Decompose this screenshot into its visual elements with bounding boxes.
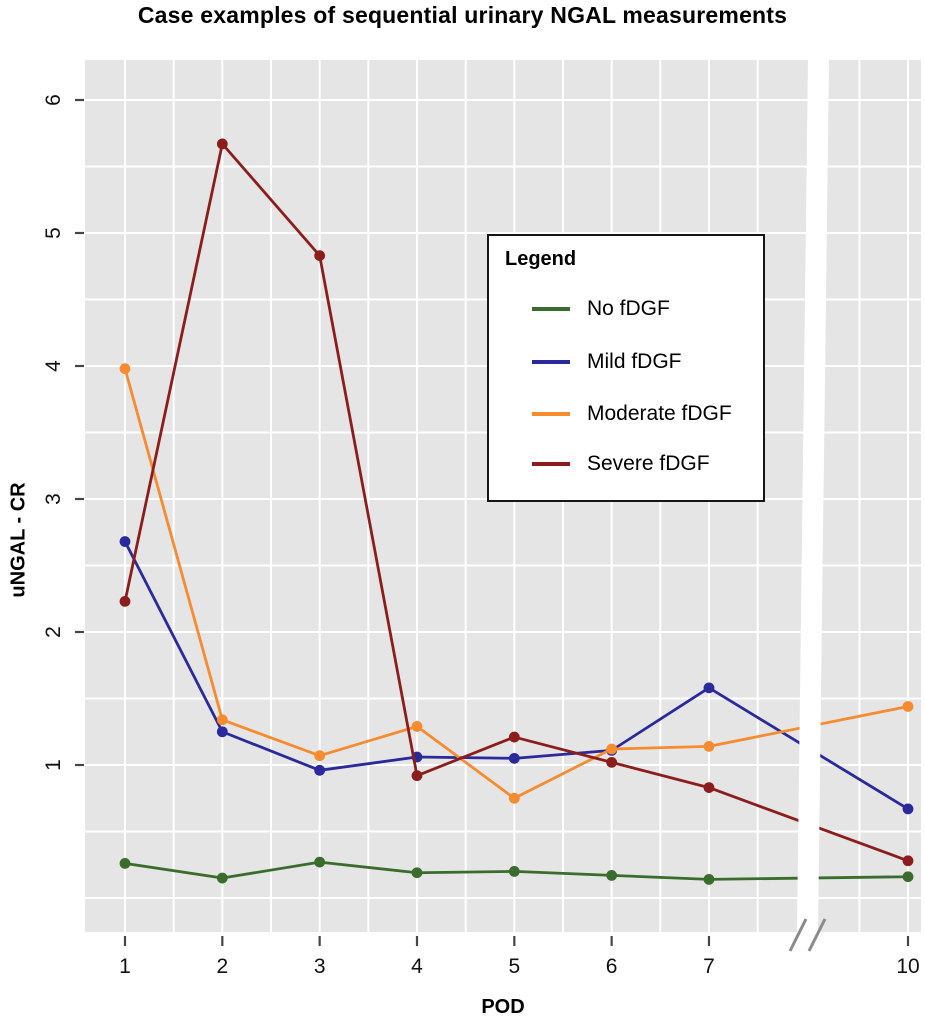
data-point	[119, 858, 131, 869]
data-point	[216, 872, 228, 884]
axis-break-band	[797, 60, 829, 932]
legend-item-moderate-fdgf: Moderate fDGF	[489, 402, 732, 426]
y-tick-label: 4	[42, 360, 65, 372]
data-point	[411, 721, 423, 732]
legend-item-mild-fdgf: Mild fDGF	[489, 350, 682, 374]
data-point	[216, 726, 228, 738]
data-point	[508, 866, 520, 877]
data-point	[411, 867, 423, 879]
data-point	[216, 714, 228, 726]
data-point	[902, 701, 914, 712]
data-point	[606, 869, 618, 881]
data-point	[703, 740, 715, 752]
legend-title: Legend	[505, 248, 577, 270]
data-point	[508, 731, 520, 743]
data-point	[508, 752, 520, 764]
legend-item-label: Mild fDGF	[587, 350, 682, 373]
x-tick-label: 2	[216, 955, 229, 978]
y-tick-label: 5	[42, 227, 65, 239]
y-tick-label: 1	[42, 759, 65, 771]
data-point	[902, 855, 914, 867]
x-tick-label: 4	[411, 955, 423, 978]
y-tick-label: 2	[42, 626, 65, 638]
data-point	[314, 750, 326, 762]
data-point	[411, 770, 423, 782]
y-axis-label: uNGAL - CR	[7, 482, 30, 598]
series-line-no-fdgf	[124, 860, 909, 881]
data-point	[902, 871, 914, 883]
data-point	[703, 873, 715, 885]
legend-item-label: Severe fDGF	[587, 452, 710, 475]
x-axis-label: POD	[481, 996, 525, 1018]
legend-item-severe-fdgf: Severe fDGF	[489, 452, 710, 476]
x-tick-label: 10	[896, 955, 920, 978]
series-line-severe-fdgf	[123, 142, 909, 863]
axis-break-slash	[788, 918, 808, 952]
data-point	[508, 792, 520, 804]
legend-item-no-fdgf: No fDGF	[489, 297, 670, 321]
mild-fdgf-line-swatch	[532, 360, 570, 364]
data-point	[216, 138, 228, 150]
legend-item-label: No fDGF	[587, 297, 670, 320]
data-point	[606, 743, 618, 755]
y-tick-label: 6	[42, 94, 65, 106]
data-point	[314, 856, 326, 868]
chart-title: Case examples of sequential urinary NGAL…	[137, 2, 788, 28]
data-point	[119, 363, 131, 375]
legend: Legend No fDGF Mild fDGF Moderate fDGF S…	[487, 234, 765, 502]
data-point	[703, 782, 715, 794]
x-tick-label: 1	[119, 955, 131, 978]
data-point	[119, 596, 131, 607]
legend-item-label: Moderate fDGF	[587, 402, 732, 425]
data-point	[902, 803, 914, 815]
x-tick-label: 3	[313, 955, 326, 978]
data-point	[119, 536, 131, 547]
x-tick-label: 6	[605, 955, 618, 978]
y-tick-label: 3	[42, 493, 65, 505]
no-fdgf-line-swatch	[532, 307, 570, 311]
data-point	[314, 764, 326, 776]
severe-fdgf-line-swatch	[532, 462, 570, 466]
data-point	[606, 756, 618, 768]
x-tick-label: 5	[508, 955, 521, 978]
data-point	[314, 250, 326, 262]
data-point	[703, 682, 715, 694]
series-line-moderate-fdgf	[123, 368, 909, 800]
x-tick-label: 7	[703, 955, 715, 978]
axis-break-slash	[807, 918, 827, 952]
moderate-fdgf-line-swatch	[532, 412, 570, 416]
